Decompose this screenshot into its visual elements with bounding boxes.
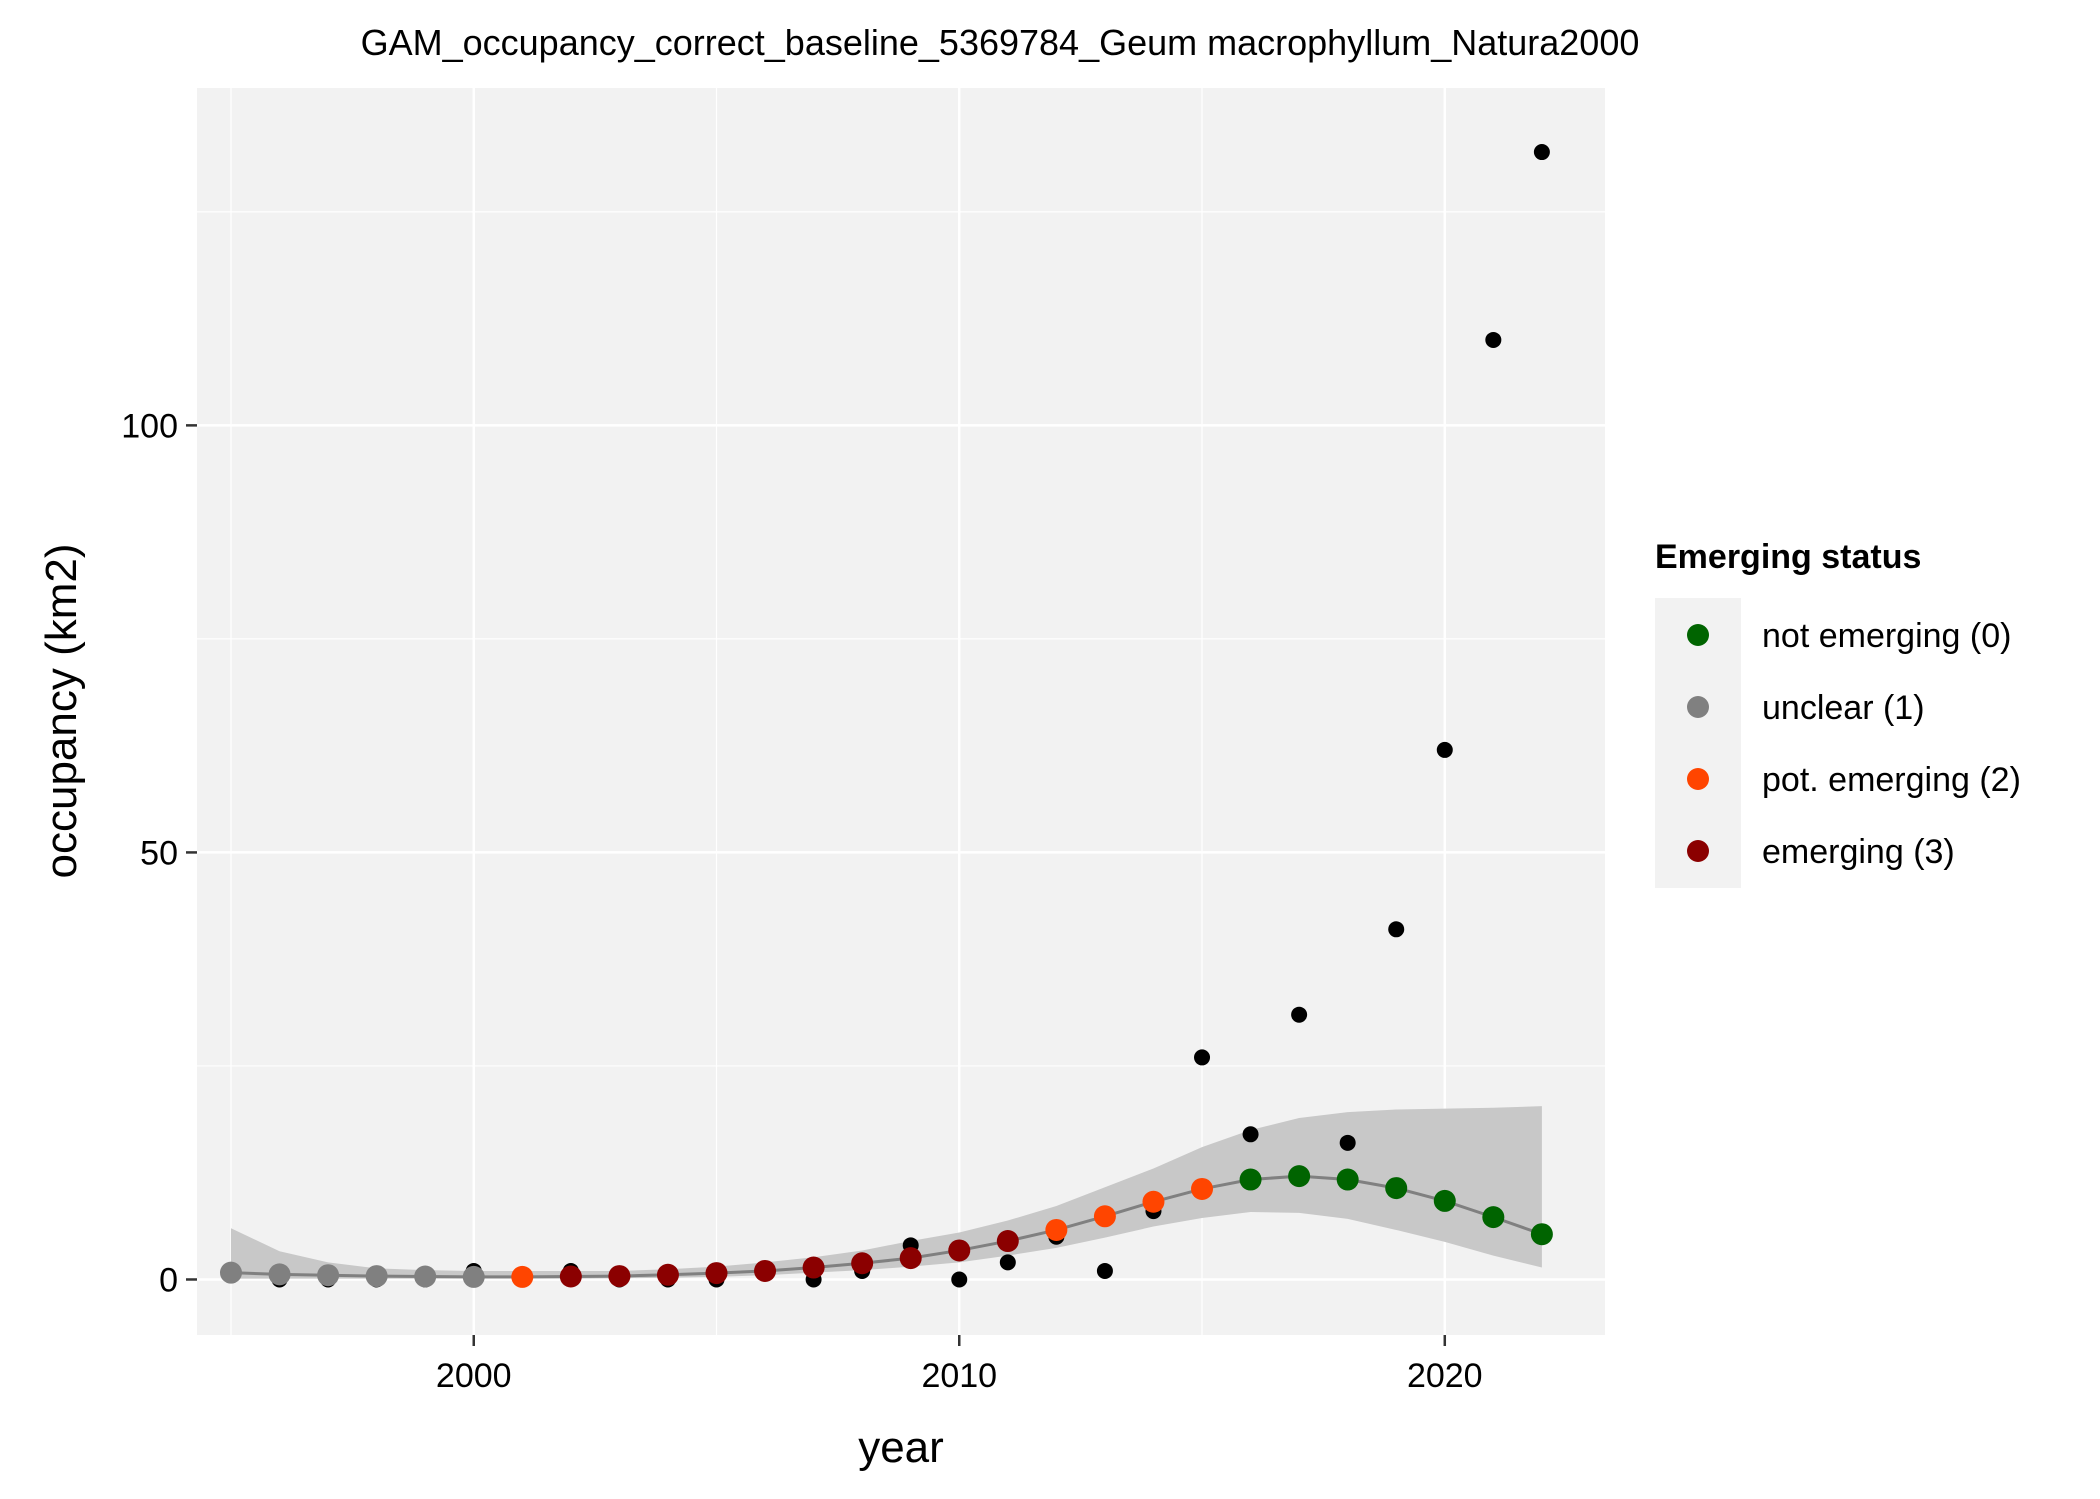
status-points: [219, 1165, 1553, 1288]
status-point: [656, 1263, 679, 1286]
x-tick-label: 2020: [1407, 1357, 1483, 1395]
y-axis: 0 50 100: [121, 407, 197, 1299]
legend: Emerging status not emerging (0) unclear …: [1655, 538, 2021, 888]
observed-point: [1436, 741, 1453, 758]
status-point: [1530, 1223, 1553, 1246]
status-point: [511, 1265, 534, 1288]
status-point: [1336, 1168, 1359, 1191]
status-point: [317, 1264, 340, 1287]
status-point: [802, 1256, 825, 1279]
legend-key: [1687, 624, 1709, 646]
chart-title: GAM_occupancy_correct_baseline_5369784_G…: [361, 22, 1640, 63]
status-point: [268, 1263, 291, 1286]
status-point: [996, 1230, 1019, 1253]
status-point: [365, 1265, 388, 1288]
observed-point: [1533, 144, 1550, 161]
gam-fit-path: [230, 1174, 1543, 1279]
status-point: [414, 1265, 437, 1288]
y-tick-label: 0: [159, 1261, 178, 1299]
observed-point: [1388, 921, 1405, 938]
legend-label: not emerging (0): [1762, 617, 2011, 655]
status-point: [1239, 1168, 1262, 1191]
observed-point: [1194, 1049, 1211, 1066]
legend-key: [1687, 696, 1709, 718]
legend-label: unclear (1): [1762, 689, 1925, 727]
legend-key: [1687, 840, 1709, 862]
x-axis-label: year: [858, 1423, 944, 1472]
status-point: [1482, 1206, 1505, 1229]
status-point: [899, 1247, 922, 1270]
gam-fit-line: [230, 1174, 1543, 1279]
observed-point: [999, 1254, 1016, 1271]
legend-key-background: [1655, 598, 1741, 888]
status-point: [1385, 1177, 1408, 1200]
legend-key: [1687, 768, 1709, 790]
status-point: [1045, 1218, 1068, 1241]
status-point: [1191, 1177, 1214, 1200]
legend-label: emerging (3): [1762, 833, 1955, 871]
status-point: [608, 1265, 631, 1288]
observed-point: [951, 1271, 968, 1288]
status-point: [559, 1265, 582, 1288]
confidence-band: [230, 1106, 1542, 1279]
status-point: [754, 1259, 777, 1282]
status-point: [1433, 1189, 1456, 1212]
confidence-band-area: [230, 1106, 1542, 1279]
legend-label: pot. emerging (2): [1762, 761, 2021, 799]
status-point: [219, 1261, 242, 1284]
y-axis-label: occupancy (km2): [37, 543, 86, 878]
status-point: [1142, 1190, 1165, 1213]
status-point: [705, 1262, 728, 1285]
status-point: [1288, 1165, 1311, 1188]
y-tick-label: 50: [140, 834, 178, 872]
x-tick-label: 2010: [921, 1357, 997, 1395]
status-point: [462, 1265, 485, 1288]
x-axis: 2000 2010 2020: [436, 1335, 1483, 1395]
major-gridlines: [197, 88, 1605, 1335]
y-tick-label: 100: [121, 407, 178, 445]
observed-point: [1485, 331, 1502, 348]
observed-point: [1242, 1126, 1259, 1143]
status-point: [948, 1239, 971, 1262]
observed-point: [1339, 1134, 1356, 1151]
status-point: [851, 1252, 874, 1275]
observed-point: [1096, 1262, 1113, 1279]
minor-gridlines: [197, 88, 1605, 1335]
legend-title: Emerging status: [1655, 538, 1921, 576]
x-tick-label: 2000: [436, 1357, 512, 1395]
observed-point: [1291, 1006, 1308, 1023]
status-point: [1093, 1205, 1116, 1228]
